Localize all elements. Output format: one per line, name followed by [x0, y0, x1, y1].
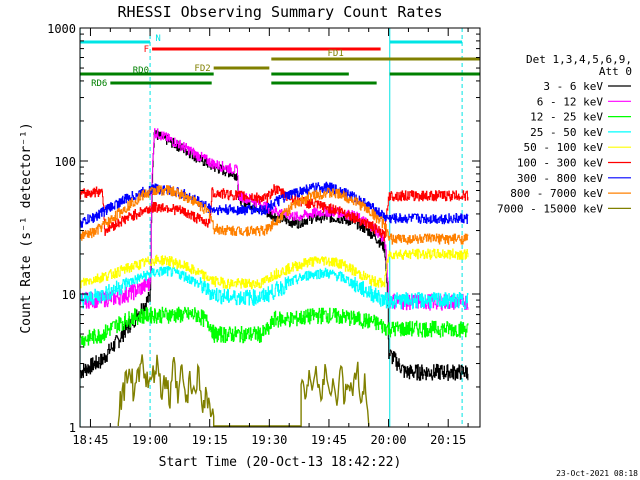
plot-frame [79, 27, 481, 428]
y-axis-label: Count Rate (s⁻¹ detector⁻¹) [19, 122, 34, 333]
legend-entry-label: 7000 - 15000 keV [497, 202, 603, 215]
chart-title: RHESSI Observing Summary Count Rates [117, 3, 442, 21]
series-trace [80, 265, 469, 310]
x-tick-label: 19:15 [192, 433, 228, 447]
flag-label: RD6 [91, 79, 107, 89]
y-tick-label: 10 [62, 288, 76, 302]
legend-entry-label: 100 - 300 keV [517, 157, 603, 170]
series-trace [80, 130, 469, 381]
flag-label: RD0 [133, 66, 149, 76]
flag-label: F [144, 45, 149, 55]
legend-entry-label: 300 - 800 keV [517, 172, 603, 185]
series-trace-7000-15000-kev [117, 354, 370, 427]
series-trace [80, 128, 469, 311]
x-tick-label: 20:00 [371, 433, 407, 447]
legend-entry-label: 3 - 6 keV [543, 80, 603, 93]
x-tick-label: 19:30 [251, 433, 287, 447]
y-tick-label: 100 [54, 155, 76, 169]
legend: Det 1,3,4,5,6,9,Att 0 3 - 6 keV 6 - 12 keV… [497, 53, 632, 215]
legend-header: Det 1,3,4,5,6,9, [526, 53, 632, 66]
legend-entry-label: 25 - 50 keV [530, 126, 603, 139]
legend-entry-label: 12 - 25 keV [530, 111, 603, 124]
series-layer [80, 128, 469, 427]
flag-label: N [155, 34, 160, 44]
flag-label: FD2 [194, 64, 210, 74]
legend-header: Att 0 [599, 65, 632, 78]
x-tick-label: 18:45 [72, 433, 108, 447]
series-trace [80, 248, 469, 290]
legend-entry-label: 50 - 100 keV [524, 141, 604, 154]
axes: 18:45 19:00 19:15 19:30 19:45 20:00 20:15 1 10 10… [47, 22, 480, 447]
y-tick-label: 1000 [47, 22, 76, 36]
x-tick-label: 19:00 [132, 433, 168, 447]
flag-bars: NF FD1 FD2 RD0 RD6 [80, 34, 480, 89]
x-tick-label: 20:15 [430, 433, 466, 447]
legend-entry-label: 800 - 7000 keV [510, 187, 603, 200]
series-trace [80, 306, 469, 348]
x-axis-label: Start Time (20-Oct-13 18:42:22) [159, 455, 402, 470]
x-tick-label: 19:45 [311, 433, 347, 447]
footer-timestamp: 23-Oct-2021 08:18 [556, 469, 638, 478]
y-tick-label: 1 [69, 421, 76, 435]
legend-entry-label: 6 - 12 keV [537, 95, 604, 108]
series-trace [80, 184, 469, 242]
flag-label: FD1 [328, 49, 344, 59]
series-trace [80, 185, 469, 245]
